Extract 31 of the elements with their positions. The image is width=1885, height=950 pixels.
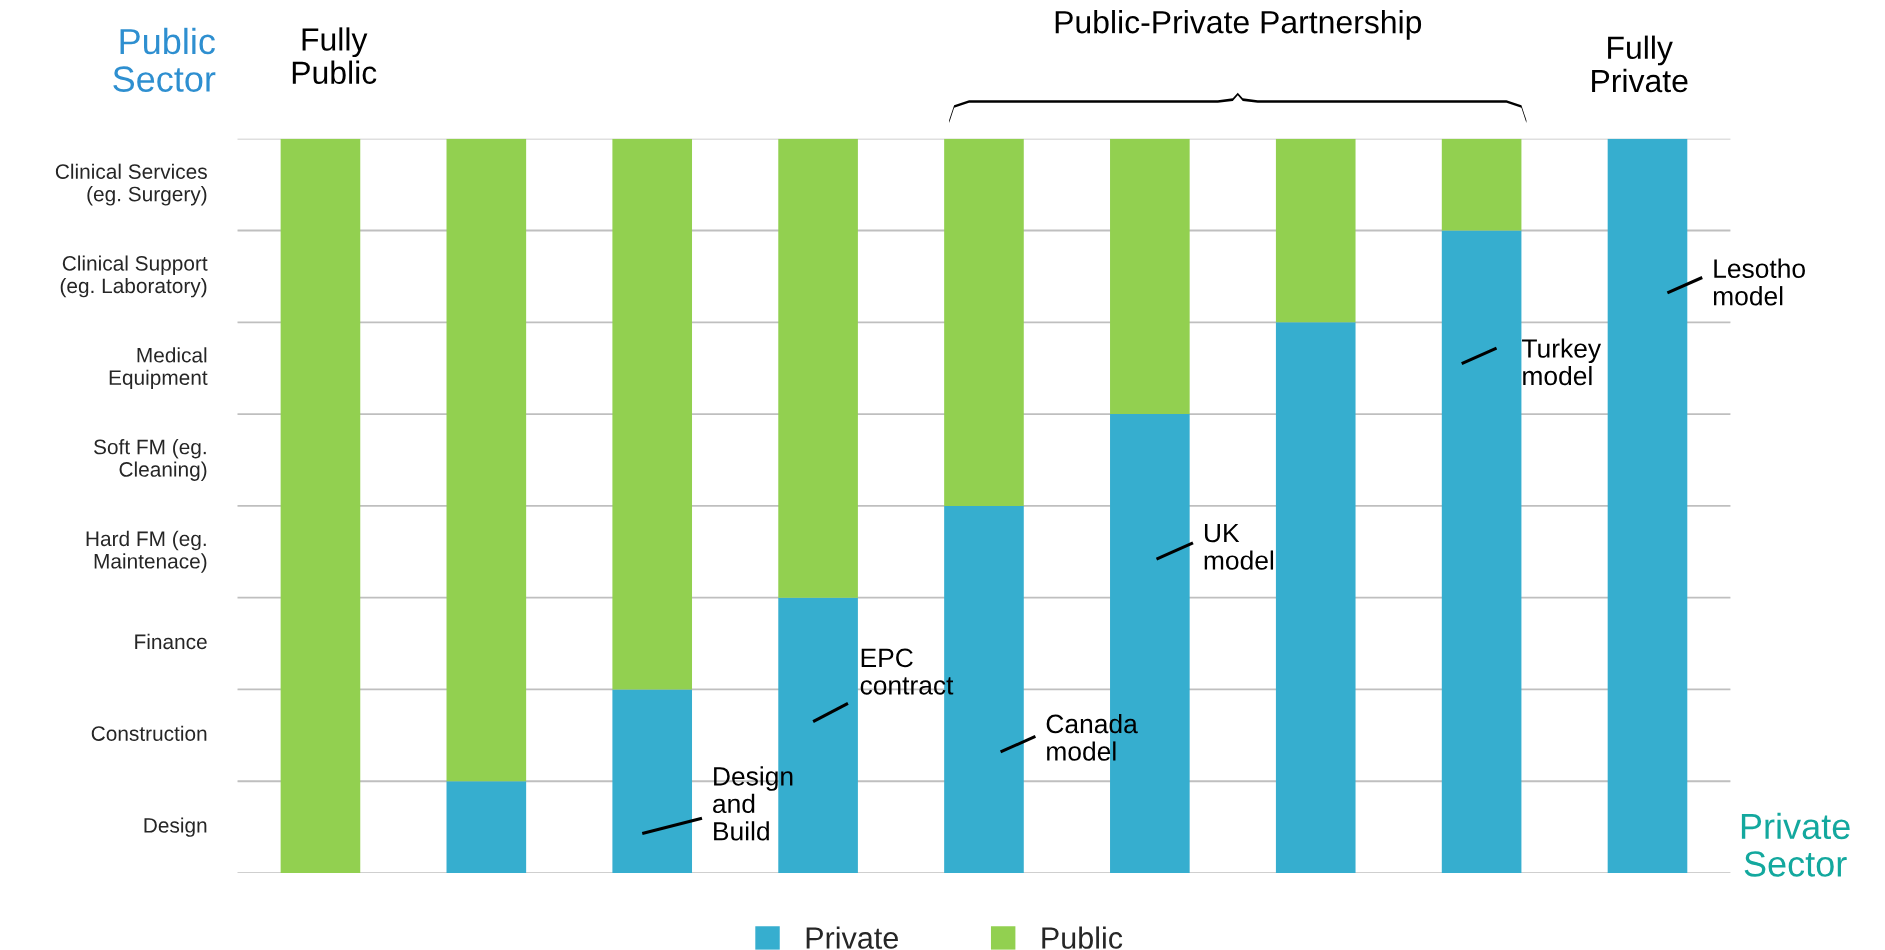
text: Clinical Services (eg. Surgery) [55, 163, 207, 206]
bar [612, 138, 693, 690]
text: Hard FM (eg. Maintenace) [86, 530, 207, 573]
bar [1275, 322, 1356, 874]
annotation: UK model [1204, 523, 1274, 570]
text: Fully Private [1592, 35, 1688, 93]
text: Public Sector [113, 27, 216, 92]
text: Fully Public [292, 27, 377, 85]
bar [1110, 138, 1190, 415]
text: Construction [91, 725, 207, 741]
bar [446, 781, 527, 874]
legend-label: Private [806, 926, 898, 949]
legend-label: Public [1042, 926, 1123, 949]
bar [612, 689, 693, 874]
text: Soft FM (eg. Cleaning) [93, 439, 207, 481]
text: Medical Equipment [109, 347, 208, 390]
text: Public-Private Partnership [1055, 9, 1422, 40]
bar [778, 138, 858, 598]
bar [1441, 230, 1522, 874]
bar [1275, 138, 1356, 323]
text: Private Sector [1741, 812, 1850, 877]
annotation: Lesotho model [1713, 258, 1805, 306]
text: Finance [135, 633, 207, 650]
bar [446, 138, 527, 782]
text: Clinical Support (eg. Laboratory) [60, 255, 208, 298]
bar [1607, 138, 1688, 874]
bar [944, 138, 1024, 506]
text: Design [144, 817, 207, 837]
annotation: Turkey model [1522, 338, 1602, 386]
bar [1441, 138, 1522, 231]
bar [280, 138, 361, 874]
